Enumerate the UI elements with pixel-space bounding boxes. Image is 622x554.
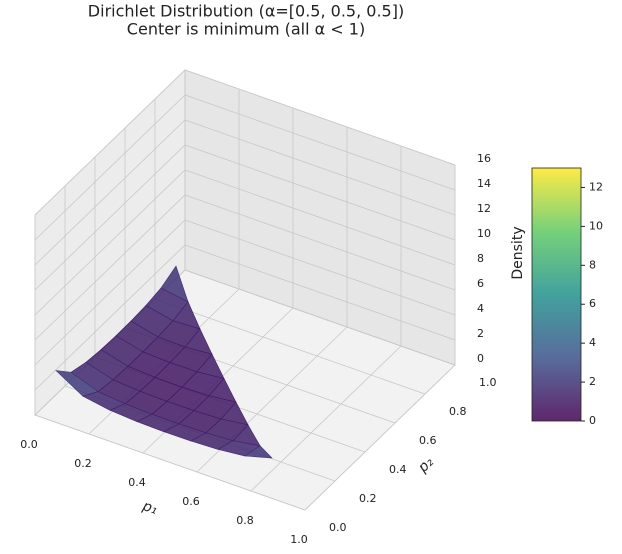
- z-tick-label: 0: [477, 352, 484, 365]
- colorbar-tick-label: 4: [589, 336, 596, 349]
- y-tick-label: 0.8: [449, 405, 467, 418]
- y-tick-label: 0.6: [419, 434, 437, 447]
- grid-line: [34, 169, 456, 316]
- colorbar-tick-label: 2: [589, 375, 596, 388]
- z-tick-label: 8: [477, 252, 484, 265]
- grid-line: [34, 94, 456, 241]
- z-tick-label: 16: [477, 152, 491, 165]
- x-tick-label: 0.4: [128, 476, 146, 489]
- y-tick-label: 0.2: [359, 492, 377, 505]
- z-axis-label: Density: [510, 226, 526, 279]
- colorbar-tick-label: 6: [589, 297, 596, 310]
- colorbar-tick-label: 12: [589, 180, 603, 193]
- surface-patch: [244, 445, 273, 459]
- z-tick-label: 2: [477, 327, 484, 340]
- z-tick-label: 4: [477, 302, 484, 315]
- x-axis-label: p₁: [140, 498, 160, 518]
- z-tick-label: 12: [477, 202, 491, 215]
- grid-line: [34, 219, 456, 366]
- grid-line: [34, 119, 456, 266]
- grid-line: [34, 144, 456, 291]
- y-axis-label: p₂: [415, 454, 438, 477]
- y-tick-label: 1.0: [479, 376, 497, 389]
- colorbar: [531, 167, 582, 422]
- grid-line: [34, 244, 456, 391]
- z-tick-label: 6: [477, 277, 484, 290]
- x-tick-label: 0.6: [182, 495, 200, 508]
- x-tick-label: 0.2: [74, 457, 92, 470]
- z-tick-label: 10: [477, 227, 491, 240]
- y-tick-label: 0.4: [389, 463, 407, 476]
- grid-line: [34, 69, 456, 216]
- colorbar-tick-label: 8: [589, 258, 596, 271]
- chart-subtitle: Center is minimum (all α < 1): [127, 20, 365, 39]
- grid-line: [34, 194, 456, 341]
- x-tick-label: 0.8: [236, 514, 254, 527]
- x-tick-label: 0.0: [20, 438, 38, 451]
- chart-title: Dirichlet Distribution (α=[0.5, 0.5, 0.5…: [88, 2, 404, 21]
- z-tick-label: 14: [477, 177, 491, 190]
- colorbar-tick-label: 10: [589, 219, 603, 232]
- colorbar-tick-label: 0: [589, 414, 596, 427]
- y-tick-label: 0.0: [329, 521, 347, 534]
- x-tick-label: 1.0: [290, 533, 308, 546]
